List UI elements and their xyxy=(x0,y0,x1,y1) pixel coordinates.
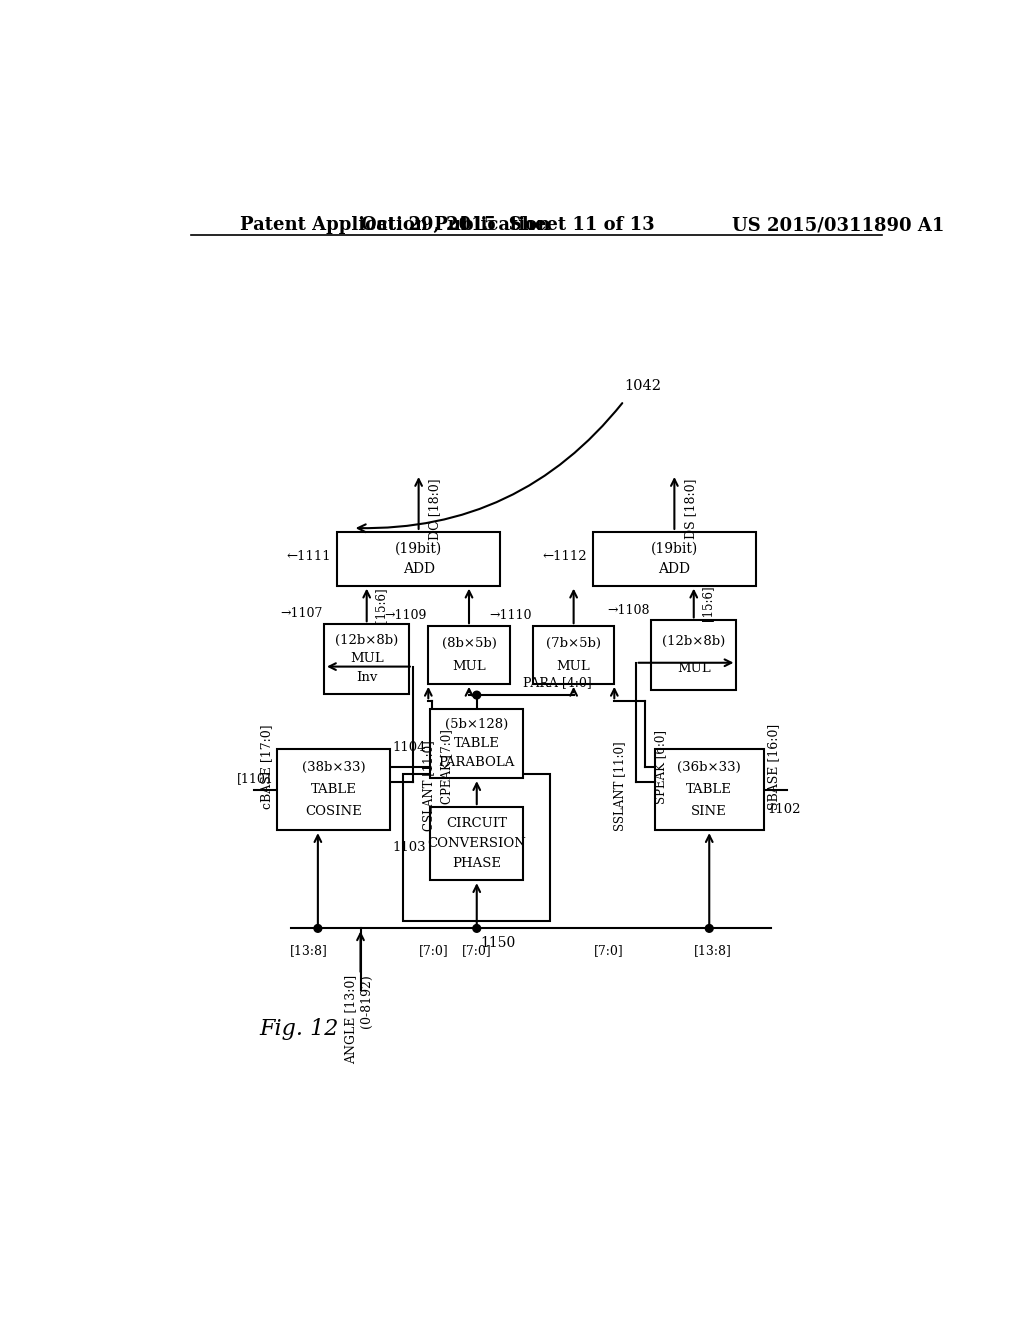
Text: US 2015/0311890 A1: US 2015/0311890 A1 xyxy=(732,216,945,235)
Text: [7:0]: [7:0] xyxy=(594,944,624,957)
Circle shape xyxy=(706,924,713,932)
Text: (19bit): (19bit) xyxy=(395,541,442,556)
Text: MUL: MUL xyxy=(350,652,384,665)
Text: [15:6]: [15:6] xyxy=(701,585,715,620)
Text: (19bit): (19bit) xyxy=(650,541,698,556)
Text: 1102: 1102 xyxy=(767,803,801,816)
Text: 1103: 1103 xyxy=(393,841,426,854)
Bar xyxy=(403,775,550,921)
Text: CSLANT [11:0]: CSLANT [11:0] xyxy=(422,741,435,832)
Text: [15:6]: [15:6] xyxy=(375,587,387,623)
Text: (0-8192): (0-8192) xyxy=(360,974,373,1028)
Bar xyxy=(593,532,756,586)
Text: CONVERSION: CONVERSION xyxy=(427,837,526,850)
Text: ADD: ADD xyxy=(658,562,690,577)
Circle shape xyxy=(473,924,480,932)
Text: TABLE: TABLE xyxy=(454,737,500,750)
Text: ←1111: ←1111 xyxy=(287,550,331,564)
Bar xyxy=(337,532,500,586)
Text: [13:8]: [13:8] xyxy=(694,944,732,957)
Text: CIRCUIT: CIRCUIT xyxy=(446,817,507,830)
Text: 1042: 1042 xyxy=(624,379,662,392)
Bar xyxy=(278,750,389,830)
Bar xyxy=(430,709,523,779)
Text: (36b×33): (36b×33) xyxy=(677,762,741,775)
Text: Fig. 12: Fig. 12 xyxy=(260,1018,339,1040)
Text: TABLE: TABLE xyxy=(686,783,732,796)
Text: MUL: MUL xyxy=(557,660,591,673)
Text: (38b×33): (38b×33) xyxy=(301,762,366,775)
Text: →1110: →1110 xyxy=(488,610,531,622)
Text: →1108: →1108 xyxy=(607,603,649,616)
Text: SBASE [16:0]: SBASE [16:0] xyxy=(767,723,780,810)
Text: MUL: MUL xyxy=(453,660,485,673)
Text: 1150: 1150 xyxy=(480,936,516,950)
Bar xyxy=(655,750,764,830)
Text: cBASE [17:0]: cBASE [17:0] xyxy=(260,725,273,809)
Text: [1101: [1101 xyxy=(237,772,273,785)
Text: PHASE: PHASE xyxy=(453,857,502,870)
Bar xyxy=(651,620,736,689)
Text: [13:8]: [13:8] xyxy=(290,944,328,957)
Text: SINE: SINE xyxy=(691,805,727,818)
Text: (5b×128): (5b×128) xyxy=(445,718,508,731)
Bar xyxy=(430,807,523,880)
Text: CPEAK [7:0]: CPEAK [7:0] xyxy=(440,729,453,804)
Text: (12b×8b): (12b×8b) xyxy=(335,634,398,647)
Text: SSLANT [11:0]: SSLANT [11:0] xyxy=(613,741,627,830)
Text: ADD: ADD xyxy=(402,562,434,577)
Circle shape xyxy=(314,924,322,932)
Text: ←1112: ←1112 xyxy=(542,550,587,564)
Text: MUL: MUL xyxy=(677,663,711,675)
Text: SPEAK [6:0]: SPEAK [6:0] xyxy=(654,730,668,804)
Text: PARABOLA: PARABOLA xyxy=(438,756,515,770)
Circle shape xyxy=(473,692,480,700)
Text: (8b×5b): (8b×5b) xyxy=(441,638,497,651)
Text: Inv: Inv xyxy=(356,672,378,684)
Text: Patent Application Publication: Patent Application Publication xyxy=(241,216,551,235)
Text: PARA [4:0]: PARA [4:0] xyxy=(523,676,592,689)
Text: 1104: 1104 xyxy=(393,741,426,754)
Text: TABLE: TABLE xyxy=(310,783,356,796)
Text: COSINE: COSINE xyxy=(305,805,361,818)
Text: ANGLE [13:0]: ANGLE [13:0] xyxy=(345,974,357,1064)
Text: DC [18:0]: DC [18:0] xyxy=(428,478,441,540)
Text: (7b×5b): (7b×5b) xyxy=(546,638,601,651)
Text: [7:0]: [7:0] xyxy=(462,944,492,957)
Text: (12b×8b): (12b×8b) xyxy=(663,635,725,648)
Bar xyxy=(324,624,410,693)
Text: DS [18:0]: DS [18:0] xyxy=(684,479,696,539)
Text: Oct. 29, 2015  Sheet 11 of 13: Oct. 29, 2015 Sheet 11 of 13 xyxy=(360,216,654,235)
Bar xyxy=(532,626,614,684)
Text: →1107: →1107 xyxy=(281,607,323,620)
Text: →1109: →1109 xyxy=(384,610,427,622)
Bar xyxy=(428,626,510,684)
Text: [7:0]: [7:0] xyxy=(419,944,449,957)
